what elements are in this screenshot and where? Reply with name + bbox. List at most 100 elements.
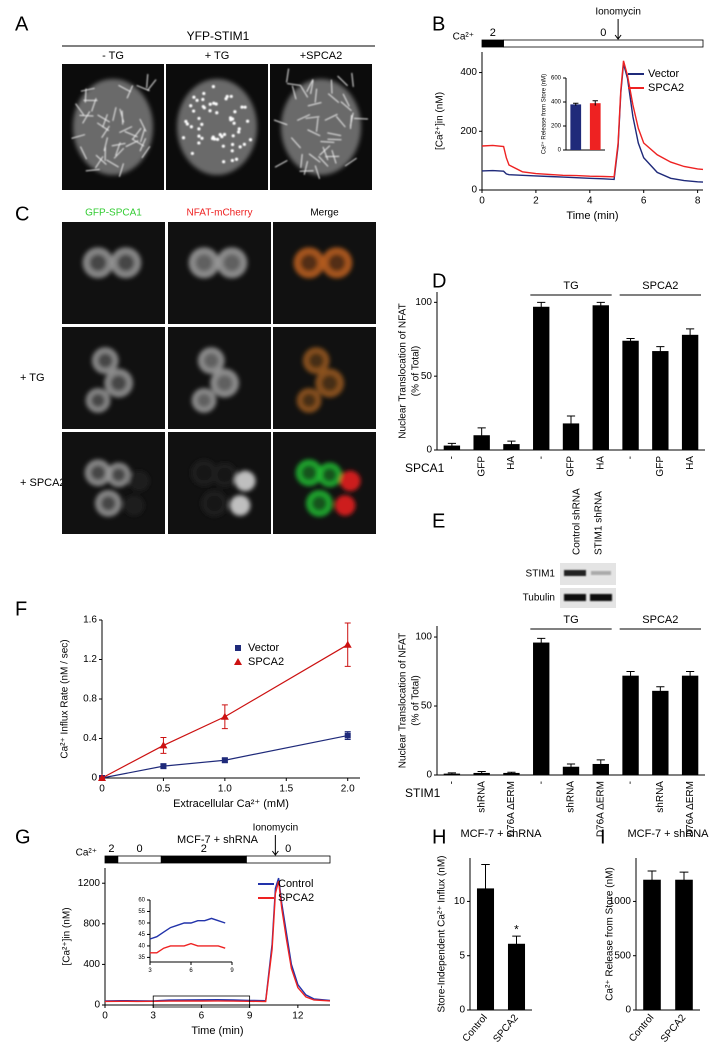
fiber (342, 93, 350, 107)
punctum (230, 142, 235, 147)
x-tick-label: - (625, 456, 636, 459)
nucleus (300, 254, 318, 272)
y-tick-label: 1.2 (83, 654, 97, 665)
x-tick-label: HA (506, 456, 517, 470)
y-tick-label: 0 (558, 148, 562, 154)
y-tick-label: 45 (138, 932, 145, 938)
y-tick-label: 10 (454, 896, 466, 907)
y-tick-label: 1000 (609, 896, 632, 907)
panel-label: D (432, 270, 446, 292)
band (590, 594, 612, 601)
fiber (351, 72, 354, 87)
marker (343, 640, 352, 648)
fiber (327, 93, 340, 104)
panel-title: YFP-STIM1 (187, 29, 250, 43)
fiber (140, 128, 146, 143)
bar (681, 675, 699, 775)
y-tick-label: 600 (551, 76, 562, 82)
x-tick-label: HA (685, 456, 696, 470)
bar (592, 305, 609, 450)
blot (560, 588, 616, 608)
ca-segment-label: 2 (201, 843, 207, 855)
fiber (273, 119, 288, 126)
punctum (202, 91, 206, 96)
punctum (222, 160, 226, 164)
y-tick-label: 0.4 (83, 733, 97, 744)
x-tick-label: 0 (99, 784, 105, 795)
y-tick-label: 0 (426, 445, 432, 456)
punctum (222, 132, 227, 137)
fiber (118, 84, 132, 93)
error-bar (592, 100, 598, 106)
y-tick-label: 0 (94, 1000, 100, 1011)
y-tick-label: 100 (415, 297, 432, 308)
x-tick-label: 1.0 (218, 784, 232, 795)
x-tick-label: 2 (533, 196, 539, 207)
fiber (349, 112, 354, 127)
x-tick-label: D76A ΔERM (595, 781, 606, 837)
bar (507, 943, 526, 1010)
group-label: TG (563, 280, 578, 292)
y-tick-label: 1200 (78, 878, 101, 889)
punctum (230, 149, 234, 153)
punctum (189, 125, 193, 129)
punctum (197, 116, 201, 121)
nucleus (328, 254, 346, 272)
punctum (218, 132, 222, 137)
x-tick-label: 3 (148, 968, 152, 974)
panel-label: E (432, 510, 445, 532)
x-tick-label: SPCA2 (491, 1012, 521, 1045)
cell-detail (273, 68, 368, 179)
punctum (192, 109, 196, 113)
cell (123, 495, 145, 516)
x-tick-label: shRNA (566, 781, 577, 813)
x-axis-label: Time (min) (566, 210, 618, 222)
punctum (189, 104, 193, 108)
fiber (79, 146, 88, 160)
fiber (297, 114, 311, 121)
series-line (101, 734, 348, 779)
cell-body (73, 79, 153, 175)
y-axis-label: Ca²⁺ Release from Store (nM) (605, 867, 616, 1001)
nucleus (90, 465, 106, 481)
ca-segment (117, 855, 162, 864)
bar (533, 642, 550, 775)
marker (344, 732, 351, 739)
error-bar (477, 427, 486, 443)
cells (82, 247, 142, 279)
y-tick-label: 0 (625, 1005, 631, 1016)
panel-label: G (15, 826, 31, 848)
nucleus (97, 353, 113, 369)
fiber (103, 137, 108, 152)
punctum (237, 130, 241, 134)
x-tick-label: shRNA (655, 781, 666, 813)
nucleus (117, 254, 135, 272)
x-tick-label: 6 (199, 1011, 205, 1022)
error-bar (656, 346, 665, 356)
cell (234, 470, 256, 492)
x-tick-label: 6 (189, 968, 193, 974)
error-bar (481, 864, 490, 913)
fiber (314, 165, 321, 179)
bar (476, 888, 495, 1010)
error-bar (679, 871, 689, 888)
x-tick-label: 3 (150, 1011, 156, 1022)
y-tick-label: 50 (421, 371, 433, 382)
punctum (211, 85, 215, 89)
fiber (315, 117, 319, 132)
x-tick-label: - (536, 781, 547, 784)
bar (589, 103, 601, 150)
error-bar (447, 772, 456, 775)
ca-segment-label: 2 (490, 27, 496, 39)
cell-body (281, 79, 361, 175)
bar (622, 340, 639, 450)
bar (681, 334, 699, 450)
row-label: SPCA1 (405, 461, 445, 475)
fiber (126, 85, 134, 99)
bar (562, 423, 580, 450)
y-tick-label: 35 (138, 955, 145, 961)
lane-label: Control shRNA (572, 488, 583, 555)
y-axis-label: Nuclear Translocation of NFAT (398, 633, 409, 768)
ionomycin-arrow (271, 835, 279, 856)
bar (592, 763, 609, 775)
